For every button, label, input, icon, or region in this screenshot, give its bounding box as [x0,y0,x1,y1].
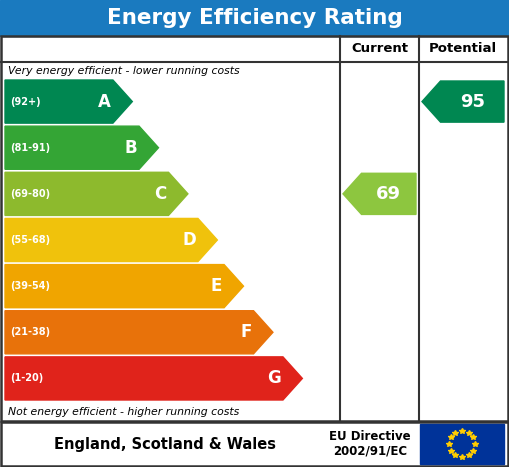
Text: (39-54): (39-54) [10,281,50,291]
Text: (92+): (92+) [10,97,41,106]
Bar [0,421,509,467]
Text: (1-20): (1-20) [10,374,43,383]
Bar [0,0,509,36]
Bar [1,36,508,421]
Polygon shape [5,311,273,354]
Text: F: F [240,323,251,341]
Polygon shape [5,80,132,123]
Bar [420,424,504,464]
Text: (81-91): (81-91) [10,143,50,153]
Text: D: D [182,231,196,249]
Text: (21-38): (21-38) [10,327,50,337]
Text: Not energy efficient - higher running costs: Not energy efficient - higher running co… [8,407,239,417]
Polygon shape [5,219,217,262]
Text: C: C [154,185,166,203]
Text: B: B [124,139,137,157]
Text: A: A [98,92,111,111]
Text: Potential: Potential [429,42,497,56]
Text: Very energy efficient - lower running costs: Very energy efficient - lower running co… [8,66,240,76]
Polygon shape [5,357,302,400]
Polygon shape [5,172,188,215]
Text: E: E [211,277,222,295]
Text: England, Scotland & Wales: England, Scotland & Wales [54,437,276,452]
Bar [1,422,508,466]
Text: 2002/91/EC: 2002/91/EC [333,445,407,458]
Text: Current: Current [351,42,408,56]
Text: (55-68): (55-68) [10,235,50,245]
Text: G: G [267,369,281,388]
Polygon shape [422,81,504,122]
Text: (69-80): (69-80) [10,189,50,199]
Text: 95: 95 [460,92,485,111]
Polygon shape [5,265,243,308]
Polygon shape [5,126,158,169]
Text: EU Directive: EU Directive [329,431,411,444]
Text: 69: 69 [376,185,401,203]
Text: Energy Efficiency Rating: Energy Efficiency Rating [106,8,403,28]
Polygon shape [343,173,416,214]
